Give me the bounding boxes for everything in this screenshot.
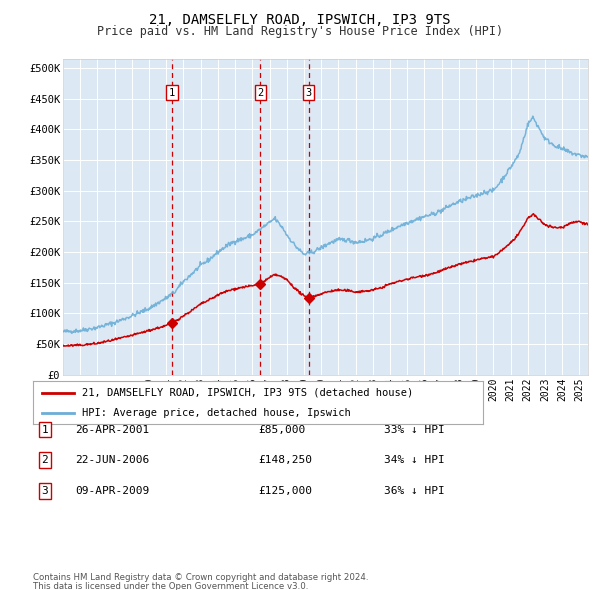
Text: 22-JUN-2006: 22-JUN-2006 [75, 455, 149, 465]
Text: 21, DAMSELFLY ROAD, IPSWICH, IP3 9TS (detached house): 21, DAMSELFLY ROAD, IPSWICH, IP3 9TS (de… [83, 388, 414, 398]
Text: Contains HM Land Registry data © Crown copyright and database right 2024.: Contains HM Land Registry data © Crown c… [33, 573, 368, 582]
Text: 36% ↓ HPI: 36% ↓ HPI [384, 486, 445, 496]
Text: 33% ↓ HPI: 33% ↓ HPI [384, 425, 445, 434]
Text: £85,000: £85,000 [258, 425, 305, 434]
Text: 3: 3 [41, 486, 49, 496]
Text: 1: 1 [169, 88, 175, 98]
Text: £148,250: £148,250 [258, 455, 312, 465]
Text: HPI: Average price, detached house, Ipswich: HPI: Average price, detached house, Ipsw… [83, 408, 351, 418]
Text: 2: 2 [41, 455, 49, 465]
Text: 21, DAMSELFLY ROAD, IPSWICH, IP3 9TS: 21, DAMSELFLY ROAD, IPSWICH, IP3 9TS [149, 13, 451, 27]
Text: 3: 3 [305, 88, 312, 98]
Text: This data is licensed under the Open Government Licence v3.0.: This data is licensed under the Open Gov… [33, 582, 308, 590]
Text: 09-APR-2009: 09-APR-2009 [75, 486, 149, 496]
Text: Price paid vs. HM Land Registry's House Price Index (HPI): Price paid vs. HM Land Registry's House … [97, 25, 503, 38]
Text: 2: 2 [257, 88, 263, 98]
Text: 34% ↓ HPI: 34% ↓ HPI [384, 455, 445, 465]
Text: £125,000: £125,000 [258, 486, 312, 496]
Text: 1: 1 [41, 425, 49, 434]
Text: 26-APR-2001: 26-APR-2001 [75, 425, 149, 434]
